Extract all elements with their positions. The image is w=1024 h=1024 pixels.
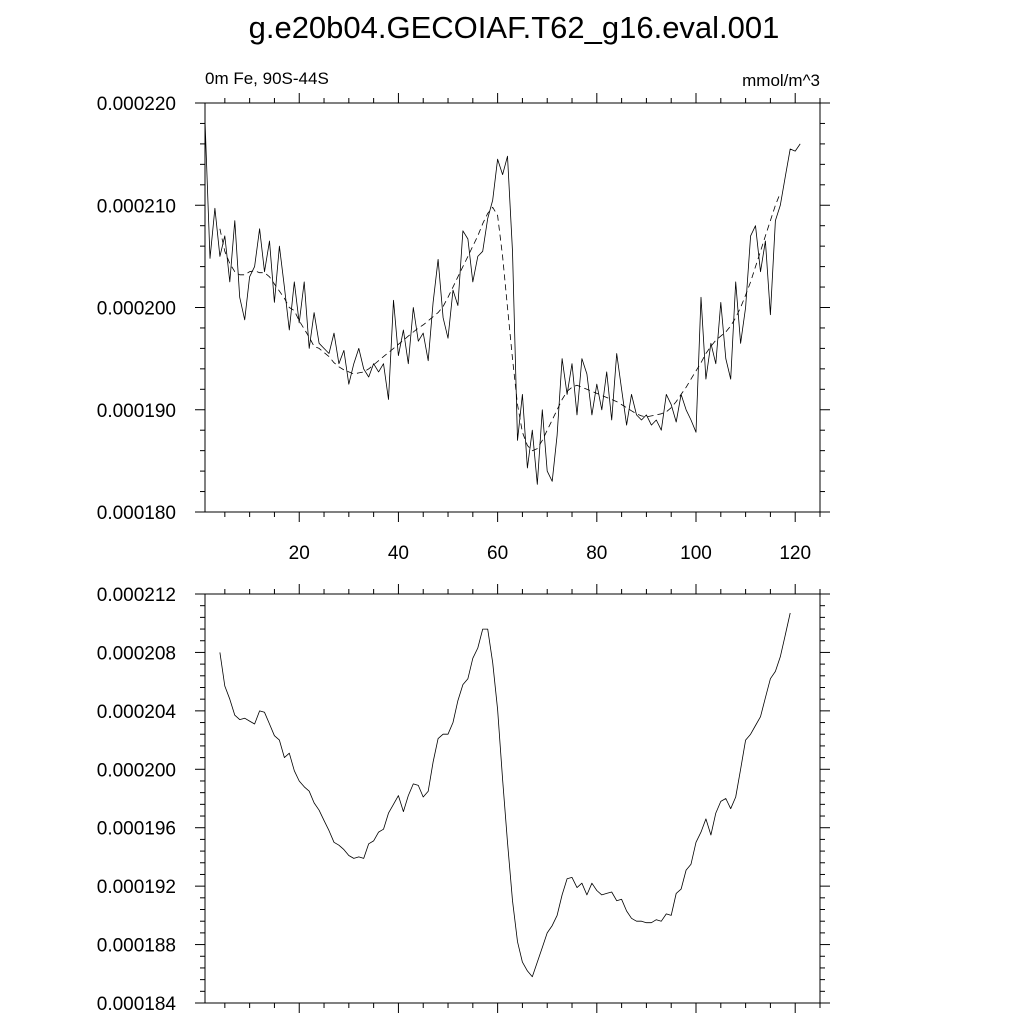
y-tick-label: 0.000196	[97, 819, 176, 840]
y-tick-label: 0.000188	[97, 936, 176, 957]
x-tick-label: 60	[487, 543, 508, 564]
series-line-solid	[219, 612, 791, 978]
top-panel: 20 40 60 80 100 120 0.000180 0.000190 0.000200 0.…	[97, 93, 830, 564]
y-tick-label: 0.000208	[97, 643, 176, 664]
y-tick-label: 0.000200	[97, 299, 176, 320]
y-tick-label: 0.000204	[97, 702, 177, 723]
y-tick-label: 0.000192	[97, 877, 176, 898]
x-tick-label: 40	[388, 543, 409, 564]
x-tick-label: 120	[779, 543, 811, 564]
y-tick-label: 0.000220	[97, 94, 176, 115]
x-tick-label: 80	[586, 543, 607, 564]
panel-subtitle-left: 0m Fe, 90S-44S	[205, 69, 329, 88]
series-line-dashed	[219, 192, 781, 452]
series-line-solid	[204, 120, 801, 485]
x-tick-label: 100	[680, 543, 712, 564]
y-tick-label: 0.000210	[97, 196, 176, 217]
y-tick-label: 0.000200	[97, 760, 176, 781]
y-tick-label: 0.000180	[97, 503, 176, 524]
chart-title: g.e20b04.GECOIAF.T62_g16.eval.001	[249, 10, 780, 45]
panel-subtitle-right: mmol/m^3	[742, 71, 820, 90]
x-tick-label: 20	[289, 543, 310, 564]
bottom-panel: 0.000184 0.000188 0.000192 0.000196 0.000200…	[97, 584, 830, 1015]
plot-frame	[204, 593, 821, 1004]
y-tick-label: 0.000212	[97, 585, 176, 606]
y-tick-label: 0.000184	[97, 994, 177, 1015]
y-tick-label: 0.000190	[97, 401, 176, 422]
